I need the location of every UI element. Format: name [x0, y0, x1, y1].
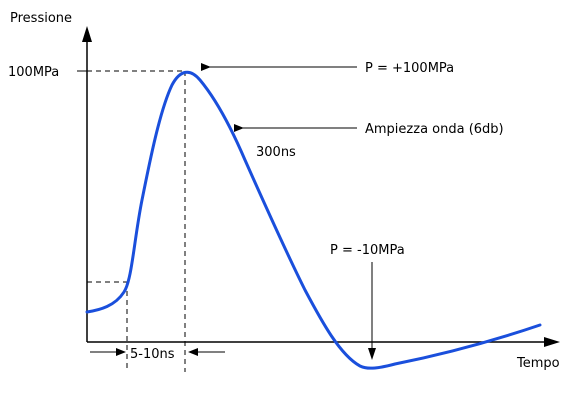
rise-time-annotation: 5-10ns — [130, 347, 175, 362]
peak-annotation: P = +100MPa — [365, 61, 454, 76]
amplitude-annotation: Ampiezza onda (6db) — [365, 122, 504, 137]
rise-arrow-left-head — [116, 348, 126, 356]
duration-annotation: 300ns — [256, 145, 296, 160]
rise-arrow-right-head — [188, 348, 198, 356]
y-axis-arrowhead — [82, 26, 92, 42]
y-axis-label: Pressione — [10, 11, 72, 26]
pressure-waveform — [85, 70, 542, 370]
y-tick-label-100mpa: 100MPa — [8, 65, 59, 80]
trough-annotation: P = -10MPa — [330, 243, 405, 258]
x-axis-label: Tempo — [516, 356, 560, 371]
x-axis-arrowhead — [544, 337, 560, 347]
trough-arrowhead — [368, 348, 376, 360]
